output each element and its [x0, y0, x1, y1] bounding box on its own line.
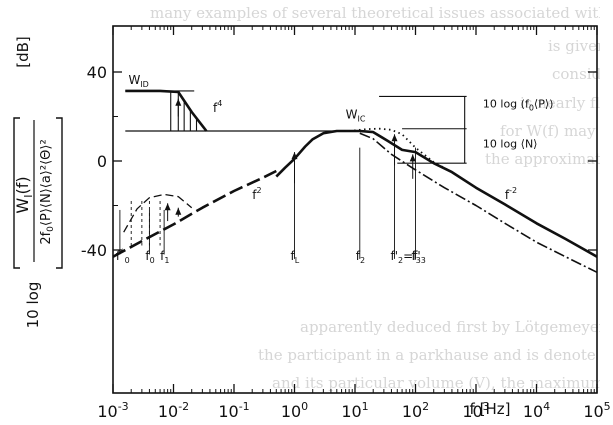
hump-arrow-head: [175, 207, 182, 215]
plot-border: [112, 25, 598, 394]
annotation-label: f-2: [505, 186, 517, 202]
plot-frame: [112, 25, 598, 394]
annotation-label: WID: [128, 73, 148, 89]
frequency-label: fL: [291, 249, 300, 265]
measurement-bars: [119, 90, 467, 259]
series-line-6: [123, 193, 193, 233]
tick-marks: [112, 26, 598, 393]
frequency-label: f2: [356, 249, 365, 265]
y-axis-bracket-right: [56, 117, 63, 269]
annotation-label: 10 log ⟨N⟩: [483, 138, 538, 151]
y-tick-label: 0: [97, 152, 107, 171]
series-line-4: [125, 89, 208, 132]
label-group: 40 0 -40 10-3 10-2 10-1 100 101 102 103 104 105 f [H…: [13, 36, 611, 421]
y-tick-label: 40: [87, 63, 107, 82]
x-tick-label: 104: [523, 400, 550, 421]
x-axis-label: f [Hz]: [470, 400, 511, 418]
x-tick-label: 102: [402, 400, 429, 421]
y-axis-denominator: 2f0⟨P⟩⟨N⟩⟨a⟩²⟨Θ⟩²: [39, 139, 56, 244]
y-axis-prefix: 10 log: [24, 282, 42, 329]
y-axis-unit: [dB]: [14, 36, 32, 68]
y-axis-numerator: WI(f): [13, 176, 35, 213]
y-axis-label: [dB] 10 log WI(f)2f0⟨P⟩⟨N⟩⟨a⟩²⟨Θ⟩²: [13, 36, 63, 329]
annotation-label: f2: [252, 186, 261, 202]
x-tick-label: 10-1: [218, 400, 249, 421]
frequency-label: f*0: [116, 248, 130, 265]
x-tick-label: 105: [583, 400, 610, 421]
series-line-3: [359, 132, 598, 274]
frequency-label: f3: [412, 249, 421, 265]
y-axis-bracket-left: [13, 117, 20, 269]
annotation-label: 10 log (f0⟨P⟩): [483, 98, 554, 113]
series-line-2: [349, 127, 598, 258]
f2prime-arrow-head: [391, 134, 398, 142]
annotation-label: WIC: [346, 108, 366, 124]
x-tick-label: 101: [341, 400, 368, 421]
y-tick-label: -40: [81, 241, 107, 260]
frequency-label: f1: [160, 249, 169, 265]
wid-arrow-head: [175, 98, 182, 106]
series-line-1: [112, 169, 277, 258]
hump-arrow-head: [164, 203, 171, 211]
fl-arrow-head: [291, 152, 298, 160]
x-tick-label: 100: [281, 400, 308, 421]
annotation-label: f4: [213, 99, 222, 115]
f3-arrow-head: [409, 154, 416, 162]
x-tick-label: 10-3: [97, 400, 128, 421]
x-tick-label: 10-2: [158, 400, 189, 421]
frequency-label: f0: [145, 249, 154, 265]
frequency-label: f'2=f'3: [391, 249, 426, 265]
x-tick-label: 103: [462, 400, 489, 421]
series-line-0: [275, 129, 598, 258]
